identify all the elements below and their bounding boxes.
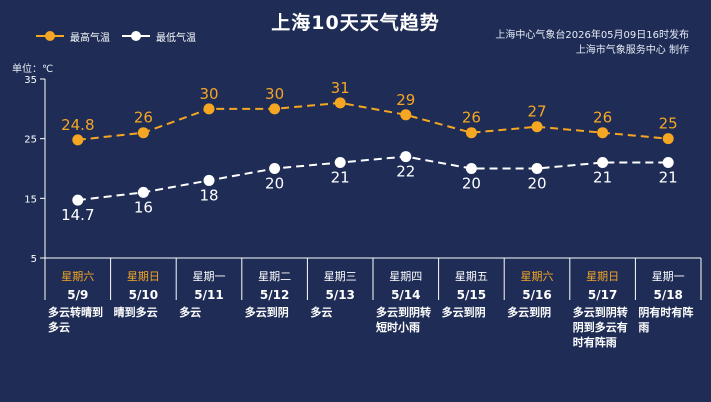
data-point-high: [72, 134, 84, 146]
day-weekday: 星期六: [61, 270, 95, 283]
series-line-low: [77, 155, 669, 202]
data-point-high: [203, 103, 215, 115]
data-point-low: [72, 194, 84, 206]
legend-low-label: 最低气温: [156, 32, 196, 44]
day-weekday: 星期一: [192, 270, 226, 283]
publisher-line-1: 上海中心气象台2026年05月09日16时发布: [495, 30, 689, 41]
data-label-low: 21: [593, 169, 612, 187]
data-label-low: 16: [134, 198, 153, 216]
day-weekday: 星期五: [454, 270, 488, 283]
legend-low: 最低气温: [122, 29, 196, 44]
data-point-low: [662, 157, 674, 169]
day-weather: 多云到阴: [441, 306, 486, 319]
data-point-low: [334, 157, 346, 169]
data-label-low: 21: [331, 169, 350, 187]
data-label-low: 22: [396, 163, 415, 181]
data-point-low: [137, 186, 149, 198]
day-date: 5/15: [456, 288, 487, 302]
data-label-low: 14.7: [61, 206, 94, 224]
day-weekday: 星期三: [323, 270, 357, 283]
data-label-low: 20: [527, 175, 546, 193]
y-tick-label: 35: [24, 75, 37, 86]
day-weather: 多云转晴到多云: [48, 306, 103, 334]
day-date: 5/11: [194, 288, 224, 302]
day-date: 5/13: [325, 288, 355, 302]
day-date: 5/17: [587, 288, 618, 302]
data-point-high: [662, 133, 674, 145]
day-date: 5/16: [522, 288, 552, 302]
data-label-low: 18: [199, 186, 218, 204]
data-point-low: [465, 163, 477, 174]
day-weekday: 星期日: [126, 270, 160, 283]
day-weather: 多云到阴: [244, 306, 289, 319]
data-label-high: 26: [593, 109, 612, 127]
publisher-line-2: 上海市气象服务中心 制作: [575, 45, 689, 56]
y-tick-label: 25: [24, 135, 37, 146]
day-weather: 多云: [179, 306, 202, 319]
data-label-low: 20: [462, 175, 481, 193]
day-date: 5/9: [67, 288, 89, 302]
data-point-low: [400, 151, 412, 163]
data-label-high: 25: [659, 115, 678, 133]
data-point-high: [400, 109, 412, 121]
data-point-high: [465, 127, 477, 139]
data-point-low: [269, 163, 281, 174]
day-weekday: 星期日: [586, 270, 620, 283]
legend-low-swatch: [122, 31, 150, 41]
data-point-high: [334, 97, 346, 109]
unit-label: 单位：℃: [12, 64, 54, 75]
data-point-high: [137, 127, 149, 139]
day-weekday: 星期一: [651, 270, 685, 283]
day-date: 5/10: [128, 288, 159, 302]
data-point-low: [531, 163, 543, 174]
data-point-low: [597, 157, 609, 169]
y-tick-label: 15: [24, 194, 37, 205]
day-weather: 多云到阴转短时小雨: [376, 306, 431, 334]
data-label-high: 26: [462, 109, 481, 127]
day-weekday: 星期四: [389, 270, 423, 283]
data-point-high: [531, 121, 543, 133]
data-label-high: 30: [265, 85, 284, 103]
day-weather: 多云: [310, 306, 333, 319]
data-label-high: 27: [527, 103, 546, 121]
page-title: 上海10天天气趋势: [271, 12, 440, 34]
data-point-high: [597, 127, 609, 139]
y-tick-label: 5: [31, 254, 37, 265]
day-weather: 阴有时有阵雨: [638, 306, 694, 334]
data-label-low: 21: [659, 169, 678, 187]
day-weekday: 星期二: [258, 270, 292, 283]
data-label-high: 26: [134, 109, 153, 127]
data-label-high: 29: [396, 91, 415, 109]
day-weather: 多云到阴: [507, 306, 552, 319]
day-weather: 多云到阴转阴到多云有时有阵雨: [572, 306, 628, 349]
data-label-low: 20: [265, 175, 284, 193]
data-point-low: [203, 174, 215, 186]
day-date: 5/14: [391, 288, 421, 302]
legend-high-label: 最高气温: [70, 32, 110, 44]
day-weather: 晴到多云: [113, 306, 158, 319]
data-label-high: 31: [331, 79, 350, 97]
day-date: 5/18: [653, 288, 683, 302]
data-label-high: 30: [199, 85, 218, 103]
series-line-high: [77, 101, 669, 141]
day-weekday: 星期六: [520, 270, 554, 283]
data-point-high: [269, 103, 281, 115]
legend-high: 最高气温: [36, 29, 110, 44]
data-label-high: 24.8: [61, 116, 94, 134]
day-date: 5/12: [259, 288, 290, 302]
legend-high-swatch: [36, 31, 64, 41]
